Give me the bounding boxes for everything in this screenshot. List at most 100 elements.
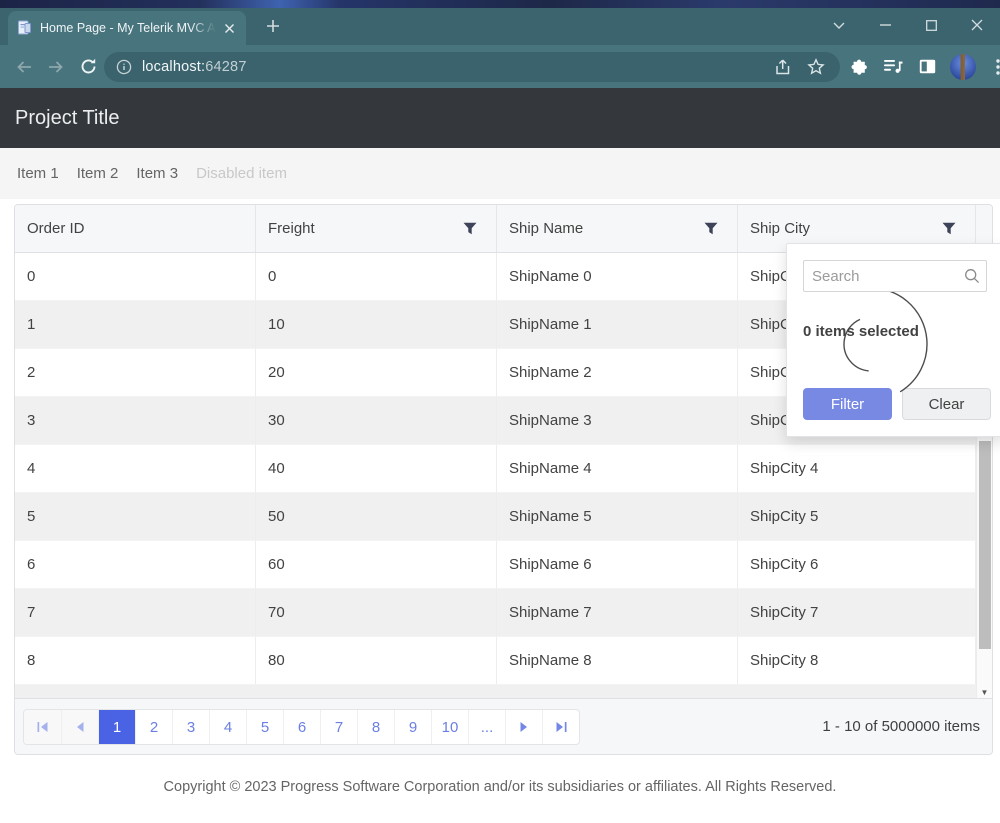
playlist-media-icon[interactable]: [878, 50, 908, 84]
table-cell: ShipCity 7: [738, 589, 976, 636]
table-row[interactable]: 7 70 ShipName 7 ShipCity 7: [15, 589, 992, 637]
pager-page-1[interactable]: 1: [98, 710, 135, 744]
column-title: Ship City: [750, 220, 811, 237]
filter-button[interactable]: Filter: [803, 388, 892, 420]
app-header: Project Title: [0, 88, 1000, 148]
forward-icon[interactable]: [40, 50, 72, 84]
pager-page-5[interactable]: 5: [246, 710, 283, 744]
table-cell: ShipName 1: [497, 301, 738, 348]
profile-avatar[interactable]: [946, 50, 980, 84]
column-header-ship-name: Ship Name: [497, 205, 738, 252]
table-cell: 7: [15, 589, 256, 636]
maximize-icon[interactable]: [908, 10, 954, 40]
browser-toolbar: localhost:64287: [0, 45, 1000, 88]
reload-icon[interactable]: [72, 50, 104, 84]
address-bar[interactable]: localhost:64287: [104, 51, 840, 82]
table-row[interactable]: 8 80 ShipName 8 ShipCity 8: [15, 637, 992, 685]
scrollbar-thumb[interactable]: [979, 441, 991, 649]
pager-page-6[interactable]: 6: [283, 710, 320, 744]
tab-close-icon[interactable]: [220, 19, 238, 37]
column-title: Ship Name: [509, 220, 584, 237]
table-cell: ShipName 3: [497, 397, 738, 444]
avatar-image: [950, 53, 976, 80]
site-info-icon[interactable]: [116, 59, 132, 75]
table-row[interactable]: 4 40 ShipName 4 ShipCity 4: [15, 445, 992, 493]
table-cell: 40: [256, 445, 497, 492]
scrollbar-down-arrow-icon[interactable]: ▼: [980, 688, 989, 697]
menu-bar: Item 1 Item 2 Item 3 Disabled item: [0, 148, 1000, 199]
table-cell: ShipName 6: [497, 541, 738, 588]
tab-title: Home Page - My Telerik MVC Ap: [40, 21, 216, 35]
table-cell: 30: [256, 397, 497, 444]
table-cell: 50: [256, 493, 497, 540]
bookmark-star-icon[interactable]: [807, 57, 825, 76]
window-top-edge: [0, 0, 1000, 8]
side-panel-icon[interactable]: [912, 50, 942, 84]
url-host: localhost:: [142, 58, 206, 75]
browser-tab[interactable]: Home Page - My Telerik MVC Ap: [8, 11, 246, 45]
share-icon[interactable]: [773, 58, 792, 76]
pager-info: 1 - 10 of 5000000 items: [822, 718, 980, 735]
table-row[interactable]: 5 50 ShipName 5 ShipCity 5: [15, 493, 992, 541]
back-icon[interactable]: [8, 50, 40, 84]
url-text: localhost:64287: [142, 59, 247, 75]
table-cell: ShipName 7: [497, 589, 738, 636]
table-cell: ShipName 5: [497, 493, 738, 540]
pager-page-9[interactable]: 9: [394, 710, 431, 744]
table-cell: 5: [15, 493, 256, 540]
pager-page-4[interactable]: 4: [209, 710, 246, 744]
table-cell: 0: [15, 253, 256, 300]
footer-copyright: Copyright © 2023 Progress Software Corpo…: [163, 779, 837, 795]
filter-icon[interactable]: [942, 222, 956, 235]
column-title: Freight: [268, 220, 315, 237]
table-cell: 8: [15, 637, 256, 684]
filter-icon[interactable]: [704, 222, 718, 235]
new-tab-icon[interactable]: [260, 13, 286, 39]
pager-first-icon[interactable]: [24, 710, 61, 744]
page-title: Project Title: [15, 106, 120, 129]
pager-next-icon[interactable]: [505, 710, 542, 744]
table-cell: 10: [256, 301, 497, 348]
pager-buttons: 1 2 3 4 5 6 7 8 9 10...: [23, 709, 580, 745]
tab-title-fade: [190, 21, 216, 35]
table-cell: 4: [15, 445, 256, 492]
column-header-order-id: Order ID: [15, 205, 256, 252]
table-cell: ShipCity 6: [738, 541, 976, 588]
pager-prev-icon[interactable]: [61, 710, 98, 744]
table-cell: ShipCity 8: [738, 637, 976, 684]
pager-page-10[interactable]: 10: [431, 710, 468, 744]
column-header-freight: Freight: [256, 205, 497, 252]
table-cell: 80: [256, 637, 497, 684]
minimize-icon[interactable]: [862, 10, 908, 40]
pager-page-8[interactable]: 8: [357, 710, 394, 744]
table-row[interactable]: 6 60 ShipName 6 ShipCity 6: [15, 541, 992, 589]
extensions-puzzle-icon[interactable]: [844, 50, 874, 84]
pager-more-button[interactable]: ...: [468, 710, 505, 744]
url-port: 64287: [205, 58, 247, 75]
pager-page-2[interactable]: 2: [135, 710, 172, 744]
table-cell: 1: [15, 301, 256, 348]
menu-item-item-3[interactable]: Item 3: [136, 165, 179, 182]
menu-item-item-2[interactable]: Item 2: [76, 165, 119, 182]
favicon-icon: [18, 20, 31, 35]
filter-icon[interactable]: [463, 222, 477, 235]
pager-last-icon[interactable]: [542, 710, 579, 744]
tab-bar: Home Page - My Telerik MVC Ap: [0, 8, 1000, 45]
column-title: Order ID: [27, 220, 85, 237]
clear-button[interactable]: Clear: [902, 388, 991, 420]
grid-pager: 1 2 3 4 5 6 7 8 9 10... 1 - 10 of 5000000 items: [15, 698, 992, 754]
table-cell: 3: [15, 397, 256, 444]
table-cell: ShipName 0: [497, 253, 738, 300]
search-input[interactable]: [803, 260, 987, 292]
browser-menu-dots-icon[interactable]: [984, 50, 1000, 84]
table-cell: 60: [256, 541, 497, 588]
menu-item-item-1[interactable]: Item 1: [17, 165, 59, 182]
pager-page-3[interactable]: 3: [172, 710, 209, 744]
filter-popup: 0 items selected Filter Clear: [786, 243, 1000, 437]
chevron-down-icon[interactable]: [816, 10, 862, 40]
table-cell: 2: [15, 349, 256, 396]
table-cell: ShipName 8: [497, 637, 738, 684]
close-icon[interactable]: [954, 10, 1000, 40]
search-icon: [964, 268, 980, 289]
pager-page-7[interactable]: 7: [320, 710, 357, 744]
